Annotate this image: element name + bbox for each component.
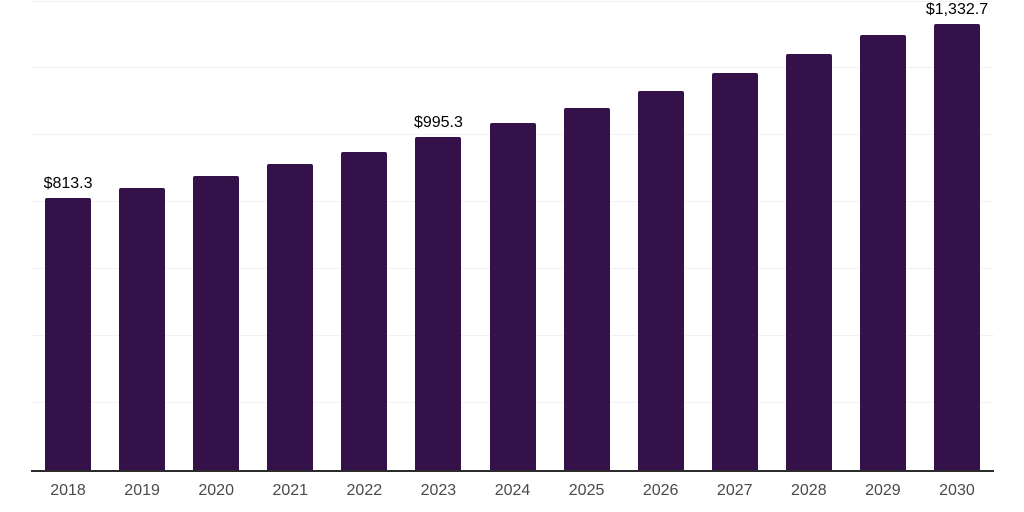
bar-2029 [859,34,906,470]
x-tick-label-2020: 2020 [198,482,234,499]
x-tick-label-2023: 2023 [420,482,457,499]
x-tick-label-2029: 2029 [865,482,901,499]
x-tick-label-2027: 2027 [716,482,753,499]
value-label-2023: $995.3 [413,113,463,131]
value-label-2018: $813.3 [43,174,93,192]
bar-2023 [415,136,462,470]
gridline-1200 [31,67,994,69]
bar-2024 [489,122,536,470]
x-tick-label-2025: 2025 [568,482,605,499]
x-tick-label-2028: 2028 [791,482,827,499]
x-tick-label-2024: 2024 [494,482,531,499]
bar-2028 [785,53,832,470]
x-axis: 2018 2019 2020 2021 2022 2023 2024 2025 2026 2027… [31,481,994,505]
x-tick-label-2018: 2018 [50,482,86,499]
bar-2030 [933,24,980,470]
x-tick-label-2021: 2021 [272,482,309,499]
bar-2022 [341,151,388,470]
gridline-1400 [31,0,994,2]
bar-2020 [193,176,240,470]
x-tick-label-2030: 2030 [939,482,975,499]
value-label-2030: $1,332.7 [925,1,989,19]
bar-2021 [267,164,314,470]
plot-area: $813.3 $995.3 $1,332.7 [31,0,994,472]
x-tick-label-2022: 2022 [346,482,383,499]
bar-2027 [711,73,758,470]
bar-2025 [563,108,610,470]
x-tick-label-2026: 2026 [642,482,679,499]
bar-2026 [637,91,684,470]
bar-2019 [119,187,166,470]
x-tick-label-2019: 2019 [124,482,160,499]
bar-2018 [45,197,92,470]
